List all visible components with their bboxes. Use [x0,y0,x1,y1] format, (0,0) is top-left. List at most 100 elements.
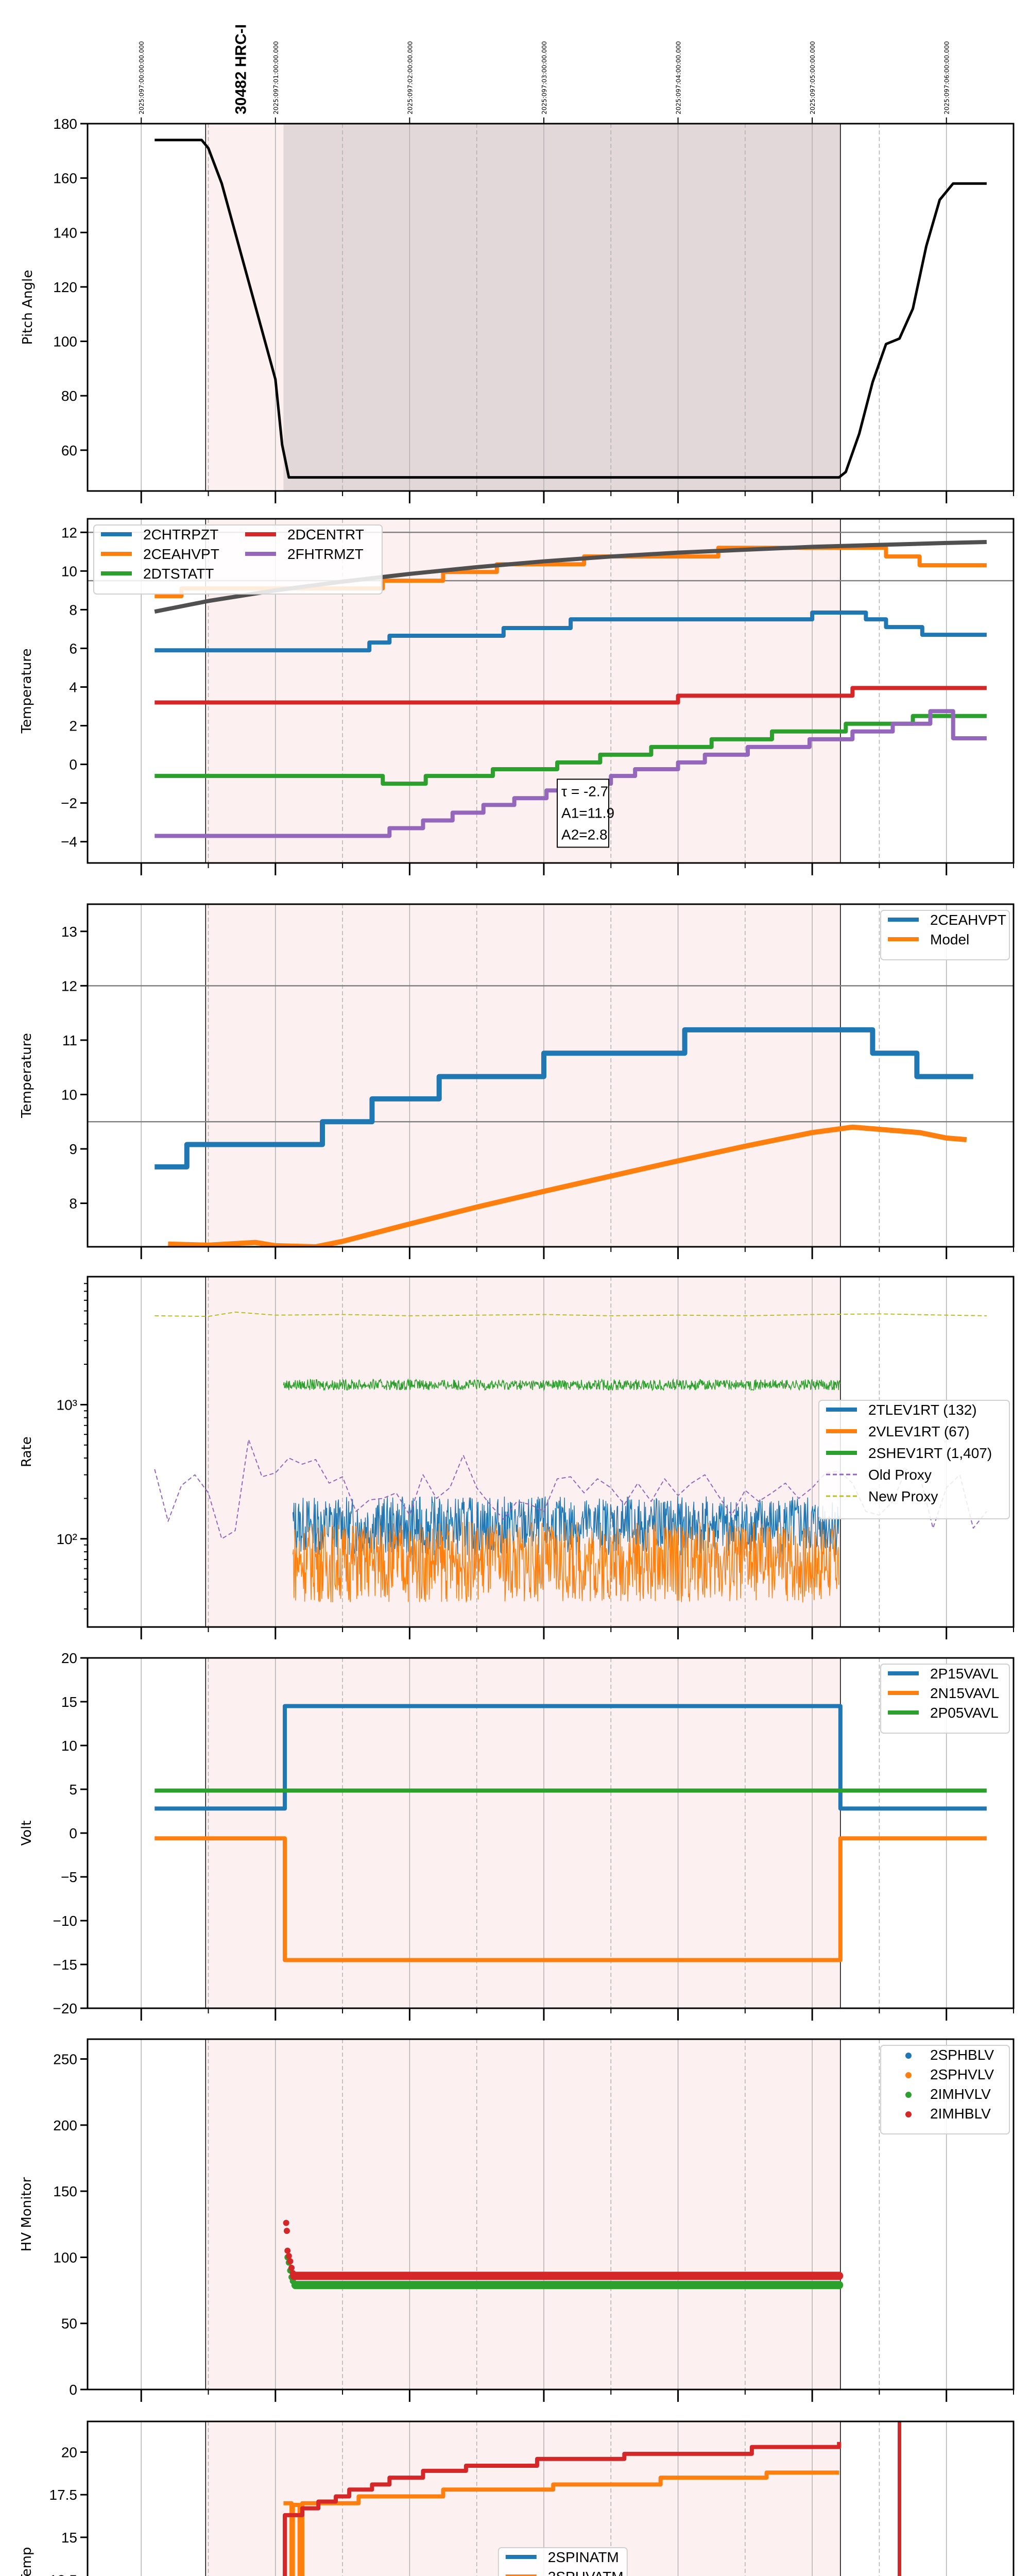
legend-label: 2SPINATM [548,2549,619,2565]
series-line [168,1124,967,1247]
y-tick-label: 20 [61,1650,77,1666]
legend-box [880,2045,1010,2134]
series-group [154,540,987,838]
top-time-axis: 2025:097:00:00:00.000 2025:097:01:00:00.0… [138,41,951,124]
y-tick-label: 8 [69,1196,77,1212]
y-tick-label: 17.5 [49,2487,78,2503]
fit-annotation-line: A1=11.9 [561,805,614,821]
y-tick-label: 12 [61,978,77,994]
y-tick-label: 140 [53,225,77,241]
y-tick-label: 10² [57,1531,77,1547]
legend-label: 2P15VAVL [930,1666,999,1682]
series-line [154,1439,987,1539]
series-line [154,686,987,705]
series-group [154,1311,987,1603]
series-line [283,2470,839,2576]
y-tick-label: 15 [61,1694,77,1710]
legend-box [93,524,383,595]
y-tick-label: 200 [53,2117,77,2133]
y-tick-label: −15 [53,1957,78,1973]
y-axis-label: Temperature [19,1033,35,1118]
scatter-point [283,2219,289,2226]
axes-frame [87,2038,1015,2391]
y-axis-label: Detector Temp [19,2547,35,2576]
series-group [154,1704,987,1962]
y-tick-label: 10³ [57,1397,77,1413]
legend-label: 2SPHVATM [548,2569,624,2576]
y-tick-label: −2 [61,795,77,811]
series-line [154,1311,987,1317]
y-tick-label: 0 [69,2382,77,2398]
series-group [154,1027,973,1247]
legend: 2TLEV1RT (132) 2VLEV1RT (67) 2SHEV1RT (1,4… [818,1400,1010,1519]
axes-frame [87,1276,1015,1628]
legend: 2P15VAVL 2N15VAVL 2P05VAVL [880,1664,1010,1734]
series-line [283,1378,841,1392]
y-tick-label: 0 [69,1825,77,1841]
y-tick-label: 180 [53,116,77,132]
legend-marker [905,2053,912,2059]
legend-label: Model [930,931,969,947]
legend-label: 2DTSTATT [143,566,214,582]
y-tick-label: 2 [69,718,77,734]
y-tick-label: 4 [69,679,77,695]
observation-shade [205,2039,840,2389]
legend-label: Old Proxy [868,1467,932,1483]
y-axis-label: Temperature [19,649,35,734]
legend-label: 2SPHBLV [930,2047,994,2063]
axes-frame [87,518,1015,864]
top-tick-label: 2025:097:01:00:00.000 [272,41,280,114]
scatter-point [287,2258,294,2265]
series-line [283,2442,842,2576]
panel-rates: 10² 10³ Rate 2TLEV1RT (132) 2VLEV1RT (67) 2SH… [19,1276,1015,1639]
y-tick-label: −20 [53,2001,78,2016]
series-line [154,1027,973,1170]
y-tick-label: −10 [53,1913,78,1929]
top-tick-label: 2025:097:06:00:00.000 [943,41,951,114]
top-tick-label: 2025:097:00:00:00.000 [138,41,145,114]
series-line [154,611,987,653]
series-line [292,1521,839,1603]
figure-title: 30482 HRC-I [233,24,250,114]
y-axis-label: Pitch Angle [20,270,36,345]
legend: 2CHTRPZT 2CEAHVPT 2DTSTATT 2DCENTRT 2FHTRMZT [93,524,383,595]
top-tick-label: 2025:097:05:00:00.000 [809,41,816,114]
y-tick-label: 160 [53,171,77,187]
y-tick-label: 150 [53,2183,77,2199]
legend: 2CEAHVPT Model [880,910,1010,960]
legend-label: 2TLEV1RT (132) [868,1402,977,1418]
y-tick-label: 250 [53,2051,77,2067]
legend-label: 2CHTRPZT [143,527,218,543]
y-axis-label: HV Monitor [19,2177,35,2251]
y-tick-label: 100 [53,334,77,350]
legend-label: 2CEAHVPT [930,912,1006,928]
y-tick-label: 0 [69,757,77,773]
legend-label: 2FHTRMZT [287,546,364,562]
series-line [154,1704,987,1811]
legend-box [880,910,1010,960]
fit-annotation-line: τ = -2.7 [561,783,608,799]
y-tick-label: 6 [69,640,77,656]
scatter-point [285,2252,292,2259]
dwell-shade [283,124,840,491]
y-tick-label: −4 [61,834,77,850]
observation-shade [205,1658,840,2008]
legend-label: 2IMHBLV [930,2106,991,2122]
top-tick-label: 2025:097:03:00:00.000 [541,41,548,114]
axes-frame [87,123,1015,492]
legend-label: 2CEAHVPT [143,546,219,562]
series-group [283,2421,902,2576]
series-group [283,2219,844,2290]
y-tick-label: 13 [61,924,77,940]
scatter-point [288,2264,295,2271]
axes-frame [87,2420,1015,2576]
top-tick-label: 2025:097:02:00:00.000 [406,41,414,114]
top-tick-label: 2025:097:04:00:00.000 [675,41,682,114]
series-line [154,714,987,786]
panel-ceahvpt_model: 8 9 10 11 12 13 Temperature 2CEAHVPT Model [19,903,1015,1259]
fit-annotation-line: A2=2.8 [561,826,608,842]
y-tick-label: 100 [53,2249,77,2265]
